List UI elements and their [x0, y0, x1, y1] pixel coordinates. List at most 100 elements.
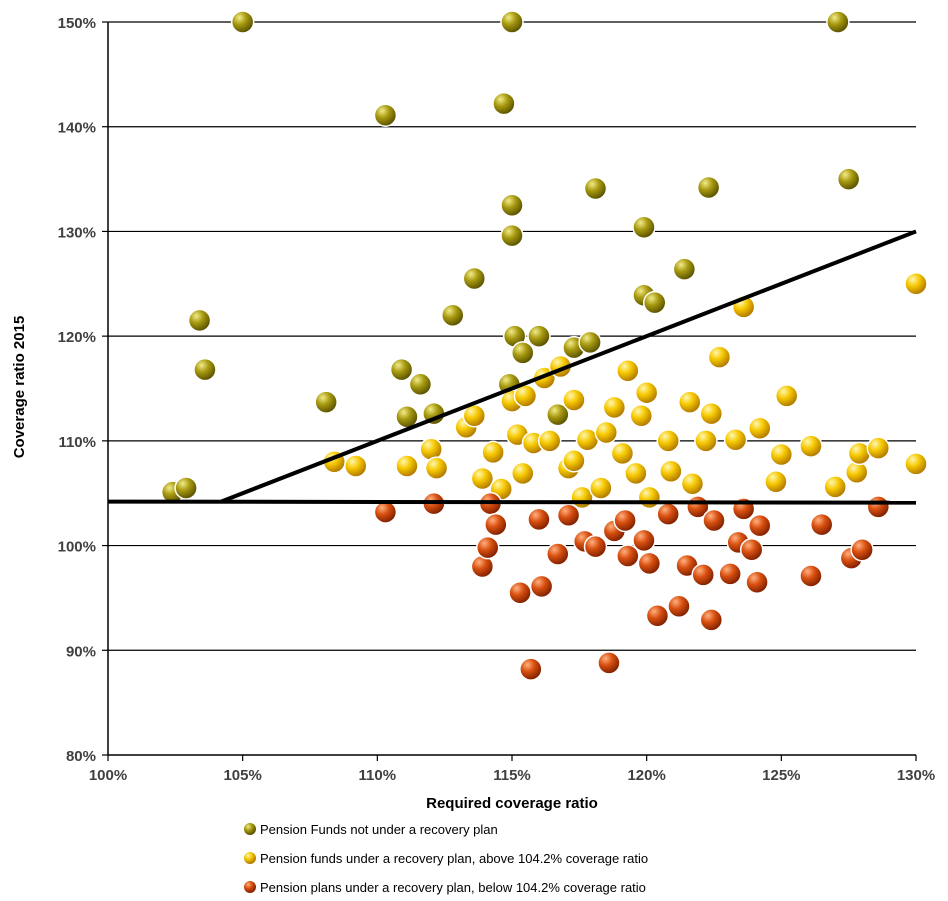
data-point	[866, 436, 891, 460]
data-point	[764, 469, 788, 494]
reference-lines	[107, 229, 917, 505]
data-point	[629, 403, 654, 428]
data-point	[500, 223, 524, 248]
data-point	[826, 10, 850, 34]
data-point	[583, 534, 608, 559]
data-point	[511, 461, 535, 486]
data-point	[484, 512, 508, 537]
data-point	[408, 372, 433, 397]
legend-label: Pension plans under a recovery plan, bel…	[260, 880, 646, 895]
data-point	[589, 476, 613, 500]
data-point	[511, 341, 535, 365]
data-point	[424, 456, 449, 480]
x-tick-labels: 100% 105% 110% 115% 120% 125% 130%	[89, 767, 935, 784]
data-point	[656, 429, 680, 453]
data-point	[578, 330, 602, 355]
data-point	[610, 441, 635, 466]
x-tick-label: 130%	[897, 767, 935, 784]
legend-label: Pension Funds not under a recovery plan	[260, 822, 498, 837]
data-point	[187, 308, 212, 333]
data-point	[637, 551, 662, 576]
x-tick-label: 105%	[223, 767, 261, 784]
data-point	[562, 388, 586, 412]
data-point	[691, 563, 715, 587]
y-axis-title: Coverage ratio 2015	[11, 316, 28, 459]
data-point	[718, 562, 742, 586]
data-point	[594, 420, 619, 445]
data-point	[707, 345, 732, 369]
data-point	[634, 380, 659, 405]
x-tick-label: 125%	[762, 767, 800, 784]
y-tick-label: 110%	[58, 434, 96, 451]
data-point	[529, 574, 554, 599]
legend-label: Pension funds under a recovery plan, abo…	[260, 851, 648, 866]
data-point	[174, 476, 198, 500]
y-tick-label: 130%	[58, 224, 96, 241]
reference-line-horizontal	[107, 499, 917, 505]
data-point	[799, 434, 823, 458]
data-point	[836, 167, 861, 191]
data-point	[739, 538, 764, 562]
data-point	[527, 324, 551, 348]
data-point	[481, 440, 505, 465]
data-point	[476, 535, 500, 560]
data-point	[702, 508, 726, 533]
data-point	[440, 303, 465, 327]
data-point	[774, 384, 799, 408]
data-point	[462, 266, 487, 291]
x-axis-title: Required coverage ratio	[426, 795, 598, 812]
data-point	[823, 475, 847, 499]
y-tick-label: 90%	[66, 643, 96, 660]
data-point	[769, 442, 794, 467]
x-tick-label: 100%	[89, 767, 127, 784]
data-point	[519, 657, 543, 681]
data-point	[748, 513, 772, 538]
data-point	[597, 651, 621, 675]
data-point	[904, 272, 928, 296]
data-point	[723, 428, 748, 452]
data-point	[637, 485, 662, 510]
data-point	[748, 416, 772, 441]
data-point	[659, 459, 683, 483]
y-tick-label: 140%	[58, 120, 96, 137]
data-point	[866, 495, 891, 519]
y-tick-label: 100%	[58, 539, 96, 556]
data-point	[616, 358, 640, 383]
legend-marker	[244, 852, 256, 864]
data-point	[632, 215, 656, 239]
y-tick-label: 120%	[58, 329, 96, 346]
data-point	[373, 500, 398, 524]
legend-marker	[244, 881, 256, 893]
data-point	[680, 472, 705, 496]
data-point	[546, 402, 570, 427]
data-point	[373, 103, 398, 127]
data-point	[642, 290, 667, 315]
data-point	[602, 395, 627, 420]
data-point	[546, 542, 570, 566]
y-tick-label: 80%	[66, 748, 96, 765]
data-point	[696, 175, 721, 200]
data-point	[616, 544, 640, 568]
data-points	[160, 10, 928, 681]
data-point	[678, 390, 702, 414]
data-point	[556, 503, 581, 527]
reference-line-diagonal	[220, 229, 917, 504]
data-point	[508, 580, 532, 605]
data-point	[809, 512, 834, 537]
legend-marker	[244, 823, 256, 835]
data-point	[470, 466, 495, 491]
data-point	[904, 452, 928, 476]
y-tick-label: 150%	[58, 15, 96, 32]
data-point	[537, 429, 562, 453]
x-tick-label: 110%	[359, 767, 397, 784]
x-tick-label: 120%	[627, 767, 665, 784]
y-tick-labels: 80% 90% 100% 110% 120% 130% 140% 150%	[58, 15, 96, 765]
data-point	[500, 10, 524, 34]
data-point	[694, 429, 718, 453]
data-point	[672, 257, 697, 281]
data-point	[193, 357, 217, 382]
data-point	[230, 10, 255, 34]
data-point	[632, 528, 656, 553]
legend: Pension Funds not under a recovery plan P…	[244, 822, 648, 895]
data-point	[667, 594, 691, 619]
